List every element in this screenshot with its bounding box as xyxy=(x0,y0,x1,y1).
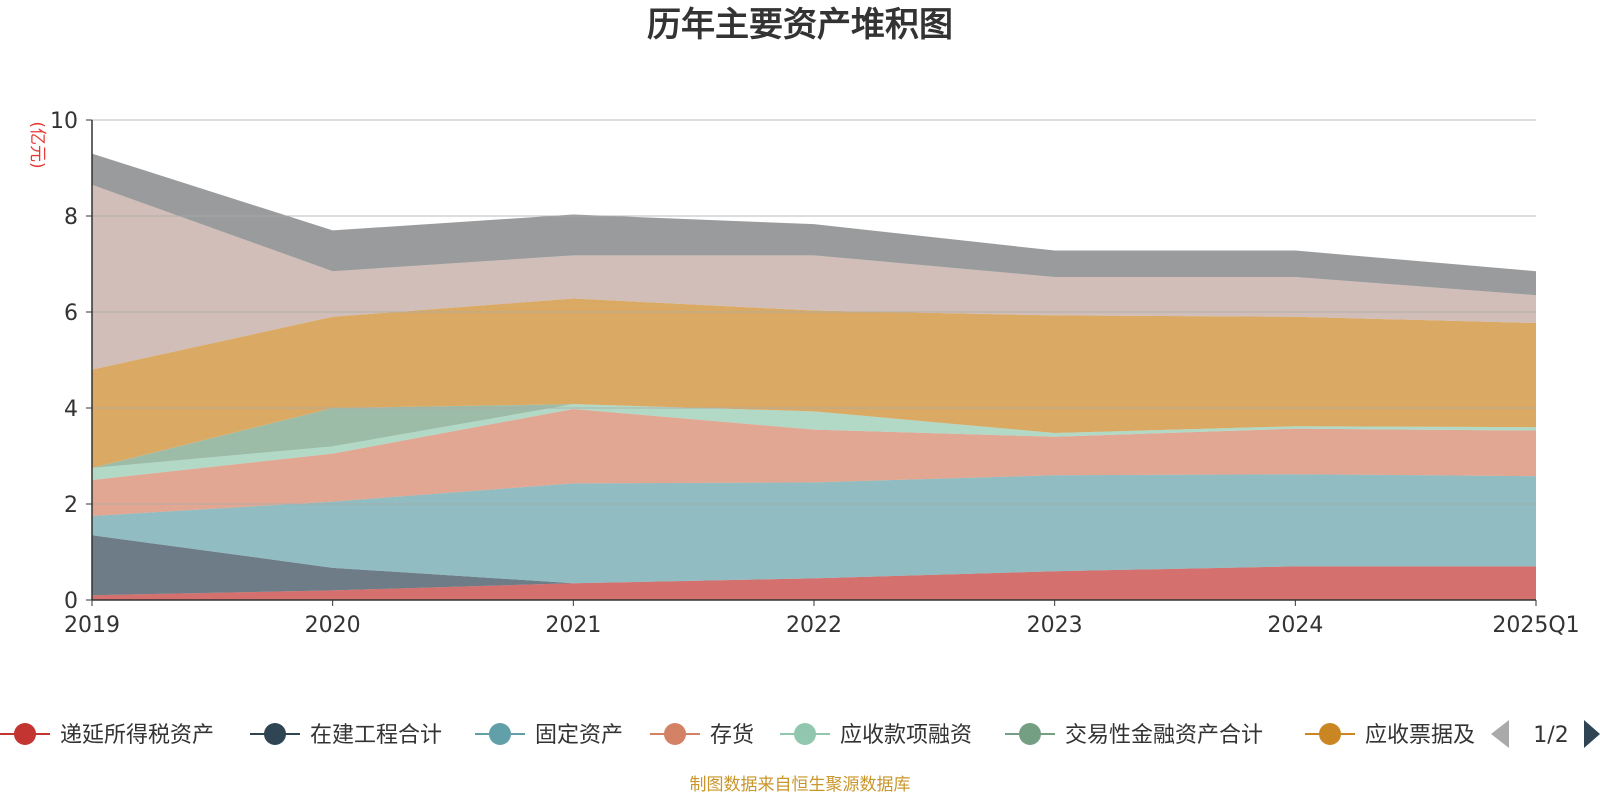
legend-marker xyxy=(14,723,36,745)
legend-marker xyxy=(1319,723,1341,745)
y-tick-label: 2 xyxy=(64,493,78,518)
legend-label: 递延所得税资产 xyxy=(60,723,214,748)
legend-marker xyxy=(664,723,686,745)
x-tick-label: 2021 xyxy=(545,613,601,638)
y-tick-label: 4 xyxy=(64,397,78,422)
legend-label: 应收款项融资 xyxy=(840,723,972,748)
legend-item-2[interactable]: 固定资产 xyxy=(475,723,623,748)
legend-marker xyxy=(794,723,816,745)
x-tick-label: 2019 xyxy=(64,613,120,638)
legend-item-6[interactable]: 应收票据及 xyxy=(1305,723,1475,748)
source-note: 制图数据来自恒生聚源数据库 xyxy=(690,775,911,795)
legend-marker xyxy=(489,723,511,745)
chart-title: 历年主要资产堆积图 xyxy=(647,5,953,45)
legend-label: 存货 xyxy=(710,723,754,748)
legend-marker xyxy=(1019,723,1041,745)
legend-label: 交易性金融资产合计 xyxy=(1065,723,1263,748)
y-axis-unit: (亿元) xyxy=(27,121,47,168)
legend-item-5[interactable]: 交易性金融资产合计 xyxy=(1005,723,1263,748)
area-series-5 xyxy=(92,404,1536,468)
area-series-0 xyxy=(92,566,1536,600)
area-series-6 xyxy=(92,298,1536,468)
legend: 递延所得税资产 在建工程合计 固定资产 存货 应收款项融资 交易性金融资产合计 应收票据及 1… xyxy=(0,720,1600,748)
area-series-8 xyxy=(92,153,1536,296)
legend-label: 在建工程合计 xyxy=(310,723,442,748)
x-tick-label: 2020 xyxy=(305,613,361,638)
legend-pager: 1/2 xyxy=(1491,720,1600,748)
area-series-3 xyxy=(92,408,1536,516)
legend-item-1[interactable]: 在建工程合计 xyxy=(250,723,442,748)
legend-next-icon[interactable] xyxy=(1584,720,1600,748)
legend-item-0[interactable]: 递延所得税资产 xyxy=(0,723,214,748)
x-tick-label: 2023 xyxy=(1027,613,1083,638)
y-tick-label: 8 xyxy=(64,205,78,230)
axes: 0 2 4 6 8 10 2019 2020 2021 2022 2023 2024 2025Q1 xyxy=(50,109,1580,638)
y-tick-label: 6 xyxy=(64,301,78,326)
area-series-1 xyxy=(92,535,1536,596)
legend-item-3[interactable]: 存货 xyxy=(650,723,754,748)
x-tick-label: 2024 xyxy=(1267,613,1323,638)
area-series-4 xyxy=(92,404,1536,480)
legend-marker xyxy=(264,723,286,745)
x-tick-label: 2022 xyxy=(786,613,842,638)
grid-lines xyxy=(92,119,1536,505)
legend-item-4[interactable]: 应收款项融资 xyxy=(780,723,972,748)
area-series-2 xyxy=(92,474,1536,584)
legend-prev-icon[interactable] xyxy=(1491,720,1509,748)
x-tick-label: 2025Q1 xyxy=(1492,613,1579,638)
area-layers xyxy=(92,153,1536,600)
area-series-7 xyxy=(92,184,1536,370)
legend-page-indicator: 1/2 xyxy=(1533,723,1568,748)
legend-label: 固定资产 xyxy=(535,723,623,748)
y-tick-label: 10 xyxy=(50,109,78,134)
y-tick-label: 0 xyxy=(64,589,78,614)
legend-label: 应收票据及 xyxy=(1365,723,1475,748)
